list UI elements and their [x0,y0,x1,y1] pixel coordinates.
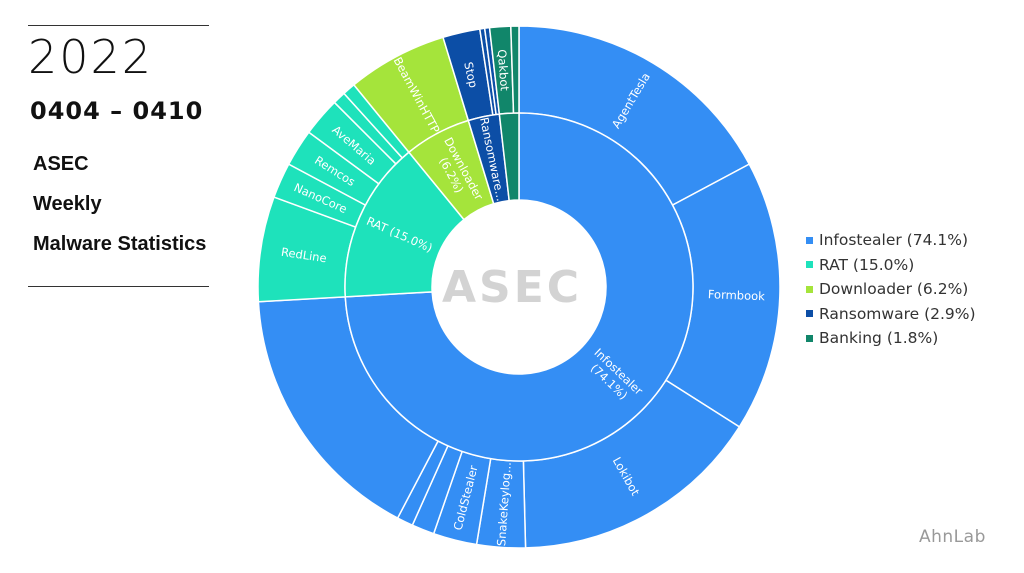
outer-label-stop: Stop [461,61,480,90]
outer-label-redline-line: RedLine [280,245,327,266]
legend-swatch [806,310,813,318]
outer-label-qakbot: Qakbot [495,49,512,92]
subtitle-line-2: Weekly [33,193,102,215]
report-year: 2022 [28,30,154,84]
ahnlab-logo: AhnLab [919,527,986,547]
inner-ring [344,112,694,462]
chart-legend: Infostealer (74.1%) RAT (15.0%) Downloader… [806,228,976,351]
outer-label-redline: RedLine [280,245,327,266]
legend-swatch [806,236,813,244]
legend-label: Infostealer (74.1%) [819,231,968,250]
subtitle-line-3: Malware Statistics [33,233,207,255]
legend-label: Ransomware (2.9%) [819,304,976,323]
outer-label-snakekeylog-line: SnakeKeylog... [494,461,514,546]
outer-label-stop-line: Stop [461,61,480,90]
legend-item-banking: Banking (1.8%) [806,326,976,351]
date-range: 0404 – 0410 [30,97,204,125]
outer-label-snakekeylog: SnakeKeylog... [494,461,514,546]
asec-center-logo: ASEC [442,262,582,313]
outer-label-qakbot-line: Qakbot [495,49,512,92]
outer-label-formbook-line: Formbook [708,287,766,303]
legend-label: Downloader (6.2%) [819,280,969,299]
legend-label: Banking (1.8%) [819,329,939,348]
legend-swatch [806,334,813,342]
outer-label-formbook: Formbook [708,287,766,303]
legend-item-ransomware: Ransomware (2.9%) [806,302,976,327]
bottom-divider [28,286,209,287]
legend-item-infostealer: Infostealer (74.1%) [806,228,976,253]
subtitle-line-1: ASEC [33,153,89,175]
legend-item-rat: RAT (15.0%) [806,253,976,278]
inner-segment-infostealer [344,112,694,462]
legend-item-downloader: Downloader (6.2%) [806,277,976,302]
top-divider [28,25,209,26]
legend-label: RAT (15.0%) [819,255,915,274]
legend-swatch [806,261,813,269]
legend-swatch [806,285,813,293]
inner-segment-banking [498,112,520,202]
